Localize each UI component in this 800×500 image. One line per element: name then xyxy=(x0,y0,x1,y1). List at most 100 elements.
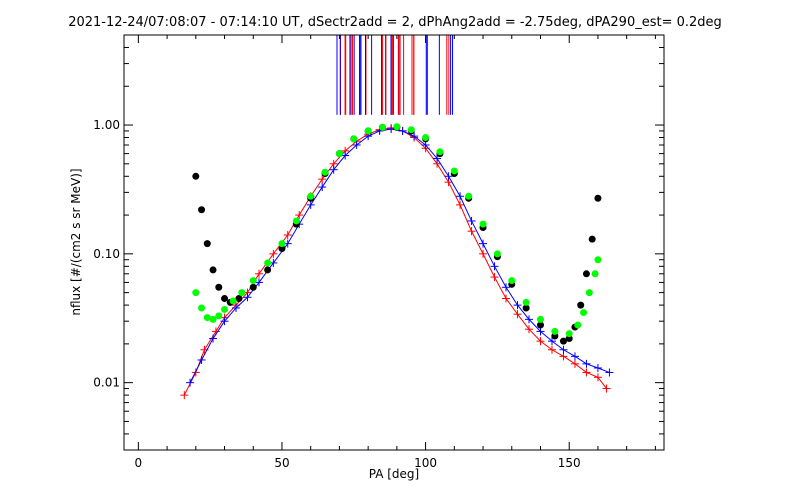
data-point xyxy=(559,345,568,354)
data-point xyxy=(379,123,387,131)
data-point xyxy=(547,345,556,354)
data-point xyxy=(410,132,419,141)
data-point xyxy=(249,283,257,291)
series-3 xyxy=(192,123,602,338)
data-point xyxy=(307,192,315,200)
data-point xyxy=(209,315,217,323)
data-point xyxy=(221,305,229,313)
data-point xyxy=(450,167,458,175)
data-point xyxy=(467,216,476,225)
data-point xyxy=(493,250,501,258)
data-point xyxy=(591,270,599,278)
data-point xyxy=(582,368,591,377)
chart-title: 2021-12-24/07:08:07 - 07:14:10 UT, dSect… xyxy=(68,15,722,30)
data-point xyxy=(574,321,582,329)
data-point xyxy=(536,327,545,336)
x-tick-label: 100 xyxy=(414,456,437,470)
data-point xyxy=(570,359,579,368)
data-point xyxy=(536,315,544,323)
data-point xyxy=(502,283,511,292)
data-point xyxy=(582,270,590,278)
data-point xyxy=(407,126,415,134)
y-tick-label: 0.01 xyxy=(93,376,120,390)
data-point xyxy=(565,335,573,343)
data-point xyxy=(197,355,206,364)
data-point xyxy=(203,240,211,248)
data-point xyxy=(264,266,272,274)
data-point xyxy=(255,269,263,278)
data-point xyxy=(479,239,488,248)
data-point xyxy=(318,175,327,184)
data-point xyxy=(352,140,361,149)
data-point xyxy=(444,172,453,181)
data-point xyxy=(580,309,588,317)
data-point xyxy=(215,312,223,320)
data-point xyxy=(577,301,585,309)
data-point xyxy=(329,165,338,174)
data-point xyxy=(508,277,516,285)
data-point xyxy=(269,249,278,258)
data-point xyxy=(536,337,545,346)
data-point xyxy=(490,273,499,282)
data-point xyxy=(220,317,229,326)
data-point xyxy=(209,334,218,343)
data-point xyxy=(593,363,602,372)
data-point xyxy=(559,337,567,345)
data-point xyxy=(522,298,530,306)
series-line xyxy=(183,127,607,396)
data-point xyxy=(283,231,292,240)
data-point xyxy=(456,200,465,209)
data-point xyxy=(295,211,304,220)
data-point xyxy=(605,368,614,377)
data-point xyxy=(186,378,195,387)
data-point xyxy=(456,192,465,201)
y-tick-label: 1.00 xyxy=(93,118,120,132)
data-point xyxy=(278,240,286,248)
data-point xyxy=(522,304,530,312)
series-line xyxy=(189,128,610,383)
data-point xyxy=(192,172,200,180)
data-point xyxy=(422,134,430,142)
data-point xyxy=(585,289,593,297)
data-point xyxy=(588,235,596,243)
data-point xyxy=(467,227,476,236)
series-1 xyxy=(186,125,614,387)
data-point xyxy=(232,303,241,312)
data-point xyxy=(594,256,602,264)
data-point xyxy=(387,125,396,134)
data-point xyxy=(398,126,407,135)
data-point xyxy=(249,277,257,285)
data-point xyxy=(547,337,556,346)
y-axis: 0.01 0.10 1.00 xyxy=(93,34,664,451)
y-axis-label: nflux [#/(cm2 s sr MeV)] xyxy=(69,168,83,315)
data-point xyxy=(502,294,511,303)
data-point xyxy=(602,384,611,393)
data-point xyxy=(582,359,591,368)
data-point xyxy=(490,262,499,271)
data-point xyxy=(221,295,229,303)
data-layer xyxy=(180,35,614,400)
series-0 xyxy=(180,123,611,400)
data-point xyxy=(479,220,487,228)
data-point xyxy=(433,154,442,163)
data-point xyxy=(255,278,263,287)
data-point xyxy=(203,314,211,322)
data-point xyxy=(306,200,315,209)
x-tick-label: 50 xyxy=(274,456,289,470)
data-point xyxy=(341,151,350,160)
data-point xyxy=(238,289,246,297)
x-tick-label: 0 xyxy=(135,456,143,470)
data-point xyxy=(215,283,223,291)
x-axis-label: PA [deg] xyxy=(369,467,419,481)
data-point xyxy=(235,295,243,303)
data-point xyxy=(321,168,329,176)
data-point xyxy=(335,150,343,158)
data-point xyxy=(393,123,401,131)
data-point xyxy=(192,289,200,297)
data-point xyxy=(570,352,579,361)
data-point xyxy=(513,310,522,319)
series-2 xyxy=(192,123,602,345)
y-tick-label: 0.10 xyxy=(93,247,120,261)
data-point xyxy=(465,192,473,200)
data-point xyxy=(243,293,252,302)
